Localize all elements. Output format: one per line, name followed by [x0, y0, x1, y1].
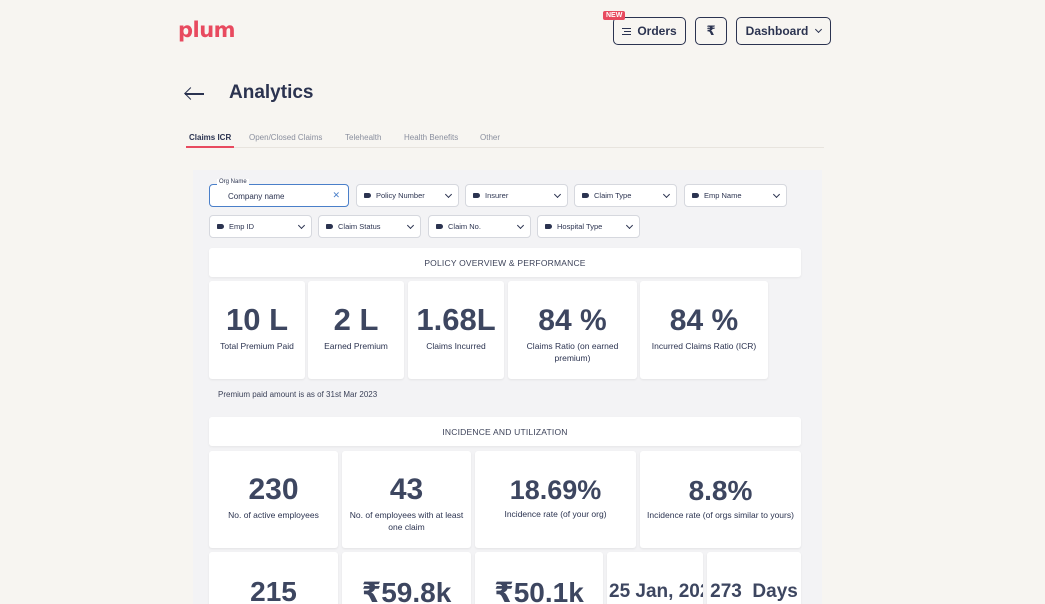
- filter-hospital-type[interactable]: Hospital Type: [537, 215, 640, 238]
- kpi-card-incidence-rate-org: 18.69% Incidence rate (of your org): [475, 451, 636, 548]
- kpi-card-claims-ratio: 84 % Claims Ratio (on earned premium): [508, 281, 637, 379]
- kpi-value: 25 Jan, 202: [609, 581, 703, 602]
- kpi-card-row2-5: 273 Days: [707, 552, 801, 604]
- orders-button[interactable]: Orders: [613, 17, 686, 45]
- currency-button[interactable]: ₹: [695, 17, 727, 45]
- tag-icon: [326, 224, 333, 229]
- tab-health-benefits[interactable]: Health Benefits: [404, 133, 459, 142]
- kpi-label: Total Premium Paid: [220, 341, 294, 351]
- kpi-value: ₹50.1k: [494, 577, 584, 604]
- kpi-label: Incidence rate (of your org): [504, 509, 607, 519]
- filter-claim-status[interactable]: Claim Status: [318, 215, 421, 238]
- kpi-card-earned-premium: 2 L Earned Premium: [308, 281, 404, 379]
- kpi-card-icr: 84 % Incurred Claims Ratio (ICR): [640, 281, 768, 379]
- org-name-field[interactable]: Org Name Company name ✕: [209, 179, 349, 207]
- premium-note: Premium paid amount is as of 31st Mar 20…: [218, 390, 378, 399]
- plum-logo[interactable]: plum: [178, 18, 236, 42]
- kpi-value: 84 %: [669, 304, 739, 337]
- chevron-down-icon: [772, 190, 781, 198]
- kpi-value: 230: [248, 473, 299, 506]
- back-arrow-icon[interactable]: [184, 86, 206, 102]
- kpi-label: No. of employees with at least one claim: [349, 510, 464, 532]
- kpi-card-active-employees: 230 No. of active employees: [209, 451, 338, 548]
- kpi-value: 8.8%: [688, 475, 753, 506]
- chevron-down-icon: [406, 221, 415, 229]
- kpi-card-claims-incurred: 1.68L Claims Incurred: [408, 281, 504, 379]
- filter-emp-id[interactable]: Emp ID: [209, 215, 312, 238]
- chevron-down-icon: [625, 221, 634, 229]
- chevron-down-icon: [297, 221, 306, 229]
- rupee-icon: ₹: [706, 23, 716, 38]
- tag-icon: [473, 193, 480, 198]
- tag-icon: [692, 193, 699, 198]
- kpi-value: ₹59.8k: [361, 577, 452, 604]
- new-badge: NEW: [603, 11, 626, 20]
- dashboard-label: Dashboard: [745, 24, 809, 38]
- tag-icon: [364, 193, 371, 198]
- filter-icon: [622, 27, 632, 35]
- page-title: Analytics: [229, 82, 314, 103]
- active-tab-indicator: [186, 146, 234, 148]
- kpi-value: 18.69%: [509, 475, 602, 505]
- orders-label: Orders: [637, 24, 677, 38]
- tag-icon: [545, 224, 552, 229]
- kpi-label: Incidence rate (of orgs similar to yours…: [647, 510, 794, 520]
- kpi-card-row2-1: 215: [209, 552, 338, 604]
- section-header-policy-overview: POLICY OVERVIEW & PERFORMANCE: [209, 248, 801, 277]
- tab-other[interactable]: Other: [480, 133, 501, 142]
- clear-icon[interactable]: ✕: [332, 190, 340, 200]
- kpi-label: Incurred Claims Ratio (ICR): [651, 341, 757, 351]
- org-name-input[interactable]: Company name: [228, 192, 285, 201]
- tab-open-closed-claims[interactable]: Open/Closed Claims: [249, 133, 323, 142]
- org-name-label: Org Name: [217, 179, 249, 185]
- kpi-label: Claims Ratio (on earned premium): [526, 341, 619, 363]
- kpi-value: 1.68L: [416, 302, 496, 337]
- chevron-down-icon: [662, 190, 671, 198]
- filter-insurer[interactable]: Insurer: [465, 184, 568, 207]
- chevron-down-icon: [516, 221, 525, 229]
- filter-emp-name[interactable]: Emp Name: [684, 184, 787, 207]
- kpi-label: Earned Premium: [324, 341, 388, 351]
- filter-claim-type[interactable]: Claim Type: [574, 184, 677, 207]
- chevron-down-icon: [444, 190, 453, 198]
- kpi-card-total-premium: 10 L Total Premium Paid: [209, 281, 305, 379]
- kpi-label: No. of active employees: [228, 510, 319, 520]
- analytics-tabs: Claims ICR Open/Closed Claims Telehealth…: [186, 127, 824, 148]
- kpi-label: Claims Incurred: [426, 341, 486, 351]
- filter-policy-number[interactable]: Policy Number: [356, 184, 459, 207]
- chevron-down-icon: [553, 190, 562, 198]
- section-header-incidence: INCIDENCE AND UTILIZATION: [209, 417, 801, 446]
- tab-telehealth[interactable]: Telehealth: [345, 133, 382, 142]
- kpi-value: 2 L: [333, 302, 379, 337]
- tab-claims-icr[interactable]: Claims ICR: [189, 133, 232, 142]
- tag-icon: [217, 224, 224, 229]
- dashboard-dropdown[interactable]: Dashboard: [736, 17, 831, 45]
- kpi-card-employees-with-claim: 43 No. of employees with at least one cl…: [342, 451, 471, 548]
- kpi-value: 43: [389, 473, 424, 506]
- tag-icon: [436, 224, 443, 229]
- kpi-value: 215: [250, 576, 297, 604]
- kpi-card-incidence-rate-similar: 8.8% Incidence rate (of orgs similar to …: [640, 451, 801, 548]
- kpi-card-row2-3: ₹50.1k: [475, 552, 603, 604]
- kpi-card-row2-4: 25 Jan, 202: [607, 552, 703, 604]
- filter-claim-no[interactable]: Claim No.: [428, 215, 531, 238]
- tag-icon: [582, 193, 589, 198]
- kpi-card-row2-2: ₹59.8k: [342, 552, 471, 604]
- chevron-down-icon: [815, 25, 823, 34]
- kpi-value: 10 L: [225, 302, 289, 337]
- kpi-value: 273 Days: [710, 581, 798, 602]
- kpi-value: 84 %: [538, 304, 607, 337]
